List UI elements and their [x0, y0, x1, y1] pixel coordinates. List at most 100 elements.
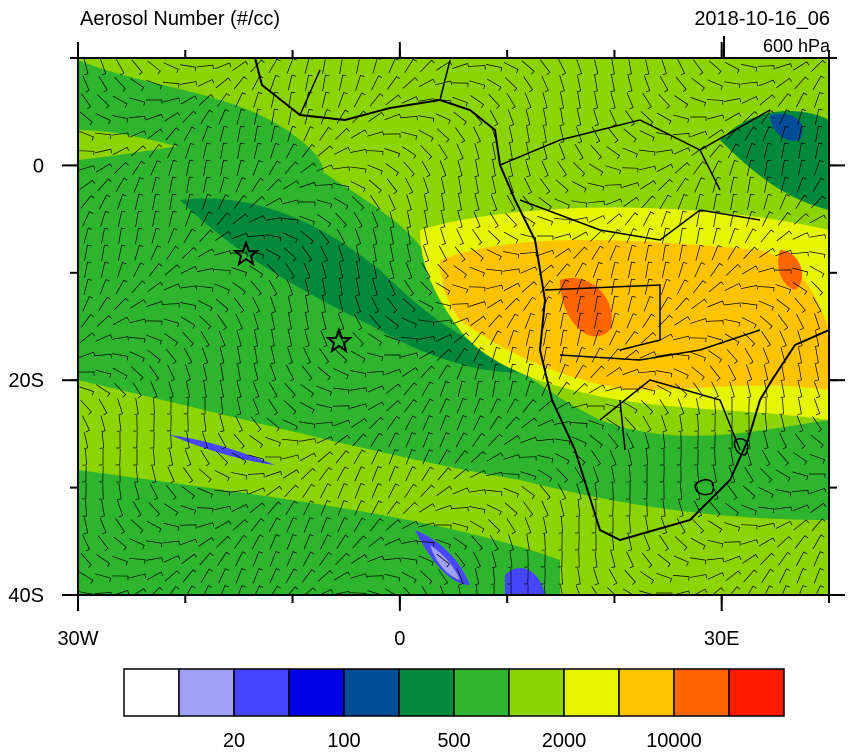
wind-barb — [81, 482, 87, 500]
wind-barb — [456, 568, 464, 586]
wind-barb — [304, 108, 314, 125]
wind-barb — [505, 212, 518, 228]
wind-barb — [150, 483, 159, 501]
wind-barb — [525, 143, 530, 160]
wind-barb — [337, 313, 345, 331]
wind-barb — [129, 538, 145, 550]
wind-barb — [316, 199, 333, 209]
wind-barb — [316, 421, 333, 427]
wind-barb — [423, 245, 430, 263]
wind-barb — [249, 435, 264, 449]
wind-barb — [78, 386, 95, 396]
wind-barb — [541, 160, 549, 178]
wind-barb — [368, 333, 383, 346]
wind-barb — [695, 244, 705, 261]
wind-barb — [813, 551, 824, 567]
wind-barb — [284, 382, 296, 398]
wind-barb — [591, 516, 597, 534]
wind-barb — [129, 351, 145, 363]
wind-barb — [304, 313, 309, 330]
wind-barb — [643, 75, 651, 93]
wind-barb — [333, 368, 349, 380]
wind-barb — [321, 279, 326, 296]
wind-barb — [491, 143, 497, 160]
wind-barb — [525, 160, 531, 178]
wind-barb — [576, 278, 586, 295]
wind-barb — [656, 370, 673, 378]
wind-barb — [503, 282, 521, 292]
wind-barb — [232, 60, 249, 71]
wind-barb — [282, 217, 299, 224]
wind-barb — [453, 468, 469, 480]
wind-barb — [711, 381, 719, 399]
wind-barb — [453, 111, 467, 126]
wind-barb — [319, 348, 330, 365]
wind-barb — [593, 75, 598, 92]
wind-barb — [180, 265, 198, 274]
wind-barb — [366, 575, 384, 580]
wind-barb — [186, 585, 196, 595]
wind-barb — [729, 159, 739, 176]
wind-barb — [672, 132, 690, 138]
wind-barb — [114, 297, 129, 310]
wind-barb — [320, 500, 331, 516]
wind-barb — [451, 82, 469, 88]
wind-barb — [202, 142, 211, 159]
wind-barb — [252, 568, 263, 584]
colorbar-swatch — [673, 668, 730, 717]
wind-barb — [96, 384, 111, 397]
wind-barb — [422, 415, 433, 431]
wind-barb — [538, 469, 553, 482]
wind-barb — [679, 227, 687, 244]
wind-barb — [235, 415, 243, 433]
wind-barb — [320, 534, 332, 550]
wind-barb — [201, 347, 209, 365]
wind-barb — [556, 467, 569, 483]
colorbar-swatch — [123, 668, 180, 717]
wind-barb — [400, 337, 418, 343]
wind-barb — [526, 363, 534, 380]
wind-barb — [661, 517, 668, 535]
wind-barb — [354, 466, 366, 482]
wind-barb — [112, 132, 129, 137]
wind-barb — [560, 312, 568, 329]
wind-barb — [436, 485, 453, 496]
wind-barb — [401, 131, 418, 140]
wind-barb — [727, 397, 733, 415]
wind-barb — [149, 365, 160, 382]
wind-barb — [214, 505, 232, 511]
wind-barb — [285, 263, 295, 280]
wind-barb — [628, 278, 636, 295]
wind-barb — [608, 568, 618, 586]
wind-barb — [558, 567, 563, 585]
wind-barb — [387, 501, 401, 515]
wind-barb — [588, 215, 606, 223]
wind-barb — [254, 125, 262, 142]
wind-barb — [451, 507, 469, 512]
wind-barb — [642, 211, 655, 227]
wind-barb — [537, 419, 555, 427]
wind-barb — [593, 109, 599, 127]
wind-barb — [708, 520, 723, 533]
wind-barb — [741, 539, 759, 545]
wind-barb — [423, 228, 429, 246]
wind-barb — [435, 301, 452, 310]
wind-barb — [402, 146, 417, 159]
wind-barb — [385, 383, 402, 395]
wind-barb — [418, 350, 436, 360]
wind-barb — [299, 182, 317, 188]
wind-barb — [538, 196, 552, 211]
wind-barb — [775, 63, 793, 69]
wind-barb — [418, 115, 435, 123]
wind-barb — [130, 78, 145, 91]
wind-barb — [78, 371, 95, 376]
wind-barb — [220, 142, 228, 159]
wind-barb — [639, 165, 657, 171]
wind-barb — [609, 449, 617, 467]
wind-barb — [152, 193, 160, 210]
wind-barb — [508, 143, 513, 160]
wind-barb — [510, 584, 512, 595]
wind-barb — [117, 244, 126, 261]
wind-barb — [574, 364, 587, 380]
wind-barb — [321, 91, 330, 108]
